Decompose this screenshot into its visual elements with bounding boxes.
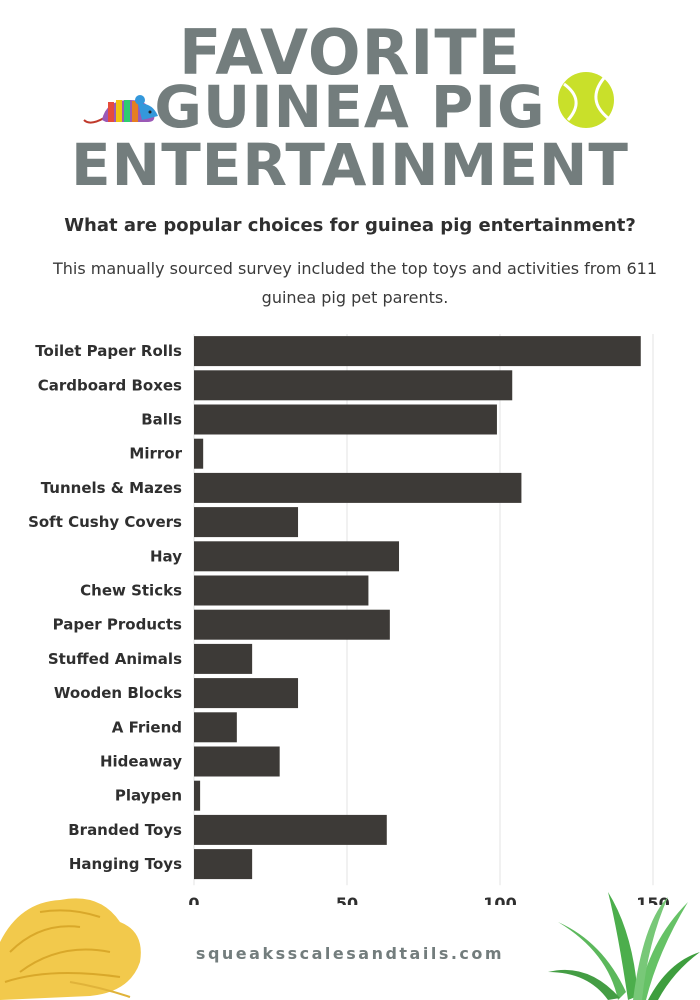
category-label: Balls [141, 411, 182, 429]
tennis-ball-icon [558, 72, 614, 128]
category-label: Branded Toys [68, 821, 182, 839]
chart-question: What are popular choices for guinea pig … [64, 215, 636, 236]
title-line-3: ENTERTAINMENT [71, 131, 629, 199]
category-label: Tunnels & Mazes [41, 479, 182, 497]
bar-tunnels-mazes [194, 472, 522, 503]
category-label: Soft Cushy Covers [28, 513, 182, 531]
bar-toilet-paper-rolls [194, 336, 641, 367]
category-labels: Toilet Paper Rolls Cardboard Boxes Balls Mi… [28, 342, 183, 873]
bar-branded-toys [194, 814, 387, 845]
bar-hanging-toys [194, 849, 253, 880]
title-line-2: GUINEA PIG [154, 73, 546, 141]
bar-paper-products [194, 609, 390, 640]
category-label: Hay [150, 547, 182, 565]
bar-a-friend [194, 712, 237, 743]
title-line-1: FAVORITE [178, 16, 522, 89]
bar-hideaway [194, 746, 280, 777]
bar-stuffed-animals [194, 643, 253, 674]
category-label: Playpen [115, 787, 182, 805]
bar-playpen [194, 780, 201, 811]
category-label: Stuffed Animals [48, 650, 182, 668]
category-label: A Friend [112, 718, 182, 736]
x-tick-label: 50 [336, 894, 358, 905]
bar-wooden-blocks [194, 678, 299, 709]
category-label: Hanging Toys [69, 855, 182, 873]
x-tick-label: 100 [483, 894, 516, 905]
category-label: Wooden Blocks [54, 684, 182, 702]
bar-chew-sticks [194, 575, 369, 606]
grass-icon [548, 892, 700, 1000]
bar-mirror [194, 438, 204, 469]
hay-pile-icon [0, 898, 141, 1000]
bar-chart: Toilet Paper Rolls Cardboard Boxes Balls Mi… [28, 334, 670, 905]
toy-mouse-icon [83, 95, 158, 124]
category-label: Cardboard Boxes [38, 376, 182, 394]
bar-hay [194, 541, 400, 572]
chart-description: This manually sourced survey included th… [52, 259, 658, 307]
bar-soft-cushy-covers [194, 507, 299, 538]
x-tick-label: 150 [636, 894, 669, 905]
x-tick-label: 0 [188, 894, 199, 905]
category-label: Toilet Paper Rolls [35, 342, 182, 360]
bars [194, 336, 641, 880]
website-footer: squeaksscalesandtails.com [195, 944, 505, 963]
category-label: Paper Products [53, 616, 182, 634]
bar-cardboard-boxes [194, 370, 513, 401]
x-tick-labels: 0 50 100 150 [188, 894, 669, 905]
category-label: Chew Sticks [80, 582, 182, 600]
bar-balls [194, 404, 497, 435]
category-label: Mirror [129, 445, 182, 463]
category-label: Hideaway [100, 753, 182, 771]
